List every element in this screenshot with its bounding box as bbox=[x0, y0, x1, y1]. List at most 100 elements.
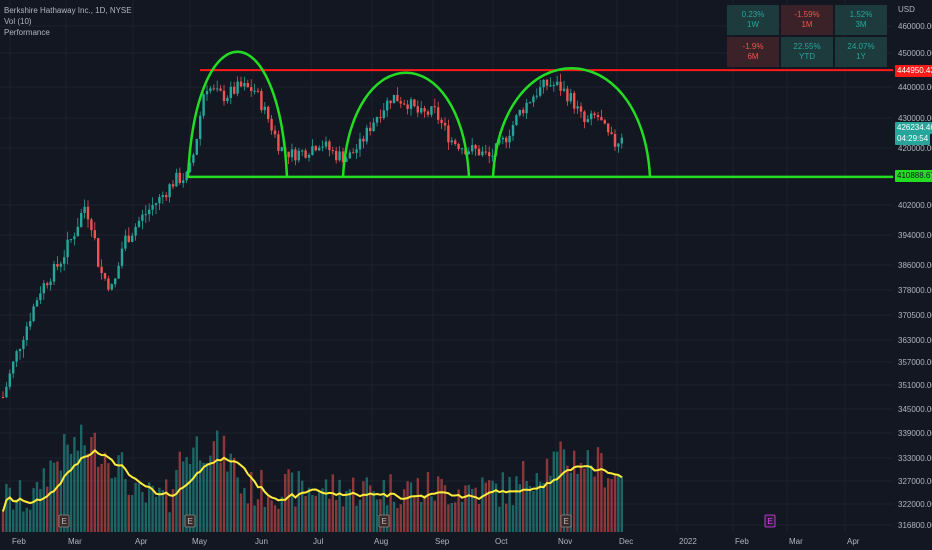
earnings-marker: E bbox=[58, 514, 70, 528]
candle-body bbox=[32, 306, 35, 322]
volume-bar bbox=[511, 505, 515, 532]
candle-body bbox=[76, 226, 79, 237]
volume-bar bbox=[559, 441, 562, 532]
volume-bar bbox=[549, 475, 552, 532]
volume-bar bbox=[311, 494, 314, 532]
volume-bar bbox=[107, 463, 110, 532]
volume-bar bbox=[590, 465, 593, 532]
chart-legend: Berkshire Hathaway Inc., 1D, NYSE Vol (1… bbox=[4, 5, 132, 38]
candle-body bbox=[90, 219, 93, 231]
time-tick-label: Oct bbox=[495, 537, 508, 546]
volume-bar bbox=[5, 483, 8, 532]
volume-bar bbox=[596, 447, 600, 532]
volume-bar bbox=[73, 436, 76, 532]
time-tick-label: May bbox=[192, 537, 207, 546]
candle-body bbox=[579, 106, 583, 112]
candle-body bbox=[338, 151, 341, 161]
candle-body bbox=[593, 113, 596, 116]
volume-bar bbox=[76, 450, 79, 532]
volume-bar bbox=[25, 507, 28, 532]
candle-body bbox=[307, 154, 311, 158]
candle-body bbox=[528, 102, 532, 104]
candle-body bbox=[202, 94, 205, 116]
volume-bar bbox=[467, 484, 470, 532]
volume-bar bbox=[284, 474, 287, 532]
volume-bar bbox=[318, 492, 321, 532]
time-tick-label: Sep bbox=[435, 537, 450, 546]
volume-bar bbox=[518, 484, 521, 532]
chart-grid bbox=[0, 0, 893, 532]
volume-bar bbox=[192, 447, 195, 532]
candle-body bbox=[600, 117, 603, 121]
volume-bar bbox=[239, 493, 243, 532]
volume-bar bbox=[56, 461, 59, 532]
candle-body bbox=[430, 106, 433, 115]
volume-bar bbox=[8, 487, 11, 532]
volume-bar bbox=[454, 502, 457, 532]
time-tick-label: Feb bbox=[12, 537, 26, 546]
volume-bar bbox=[593, 476, 596, 532]
volume-bar bbox=[542, 483, 545, 532]
volume-bar bbox=[32, 488, 35, 532]
volume-bar bbox=[314, 495, 317, 532]
candle-body bbox=[280, 147, 283, 151]
candle-body bbox=[277, 134, 280, 151]
candle-body bbox=[185, 172, 188, 181]
candle-body bbox=[93, 230, 96, 239]
price-tick-label: 460000.00 bbox=[898, 22, 932, 31]
volume-bar bbox=[131, 494, 134, 532]
volume-bar bbox=[39, 489, 42, 532]
candle-body bbox=[426, 111, 430, 115]
price-tick-label: 333000.00 bbox=[898, 454, 932, 463]
candle-body bbox=[243, 83, 246, 87]
candle-body bbox=[56, 263, 59, 267]
candle-body bbox=[250, 87, 253, 92]
candle-body bbox=[8, 373, 11, 387]
volume-bar bbox=[263, 506, 266, 532]
volume-bar bbox=[52, 462, 56, 532]
candle-body bbox=[440, 119, 443, 124]
volume-bar bbox=[345, 490, 348, 532]
currency-label: USD bbox=[898, 5, 915, 14]
candle-body bbox=[66, 239, 69, 258]
candle-body bbox=[86, 206, 90, 220]
candle-body bbox=[406, 104, 409, 109]
volume-bar bbox=[396, 508, 399, 532]
volume-bar bbox=[253, 505, 256, 532]
volume-bar bbox=[556, 451, 559, 532]
candle-body bbox=[467, 151, 470, 155]
volume-bar bbox=[161, 490, 164, 532]
volume-bar bbox=[423, 495, 426, 532]
volume-bar bbox=[120, 452, 124, 532]
symbol-title[interactable]: Berkshire Hathaway Inc., 1D, NYSE bbox=[4, 6, 132, 15]
volume-bar bbox=[63, 434, 66, 532]
support-price-tag: 410888.67 bbox=[895, 170, 932, 182]
candle-body bbox=[117, 265, 120, 279]
candle-body bbox=[301, 150, 304, 152]
volume-bar bbox=[491, 480, 494, 532]
candle-body bbox=[97, 238, 100, 267]
candle-body bbox=[420, 108, 423, 113]
candle-body bbox=[481, 151, 484, 156]
volume-bar bbox=[569, 472, 572, 532]
candle-body bbox=[188, 162, 192, 173]
volume-bar bbox=[90, 436, 93, 532]
volume-bar bbox=[42, 468, 45, 532]
volume-bar bbox=[409, 482, 413, 532]
performance-indicator-label[interactable]: Performance bbox=[4, 28, 50, 37]
candle-body bbox=[83, 206, 86, 214]
candle-body bbox=[168, 184, 171, 198]
price-tick-label: 351000.00 bbox=[898, 381, 932, 390]
candle-body bbox=[25, 326, 28, 340]
volume-bar bbox=[124, 479, 127, 532]
volume-bar bbox=[535, 473, 538, 532]
candle-body bbox=[219, 88, 222, 91]
volume-bar bbox=[607, 478, 610, 532]
volume-indicator-label[interactable]: Vol (10) bbox=[4, 17, 32, 26]
volume-bar bbox=[375, 499, 379, 532]
volume-bar bbox=[481, 477, 484, 532]
volume-bar bbox=[12, 509, 15, 532]
volume-bar bbox=[392, 501, 396, 532]
perf-period: 1M bbox=[801, 20, 813, 29]
